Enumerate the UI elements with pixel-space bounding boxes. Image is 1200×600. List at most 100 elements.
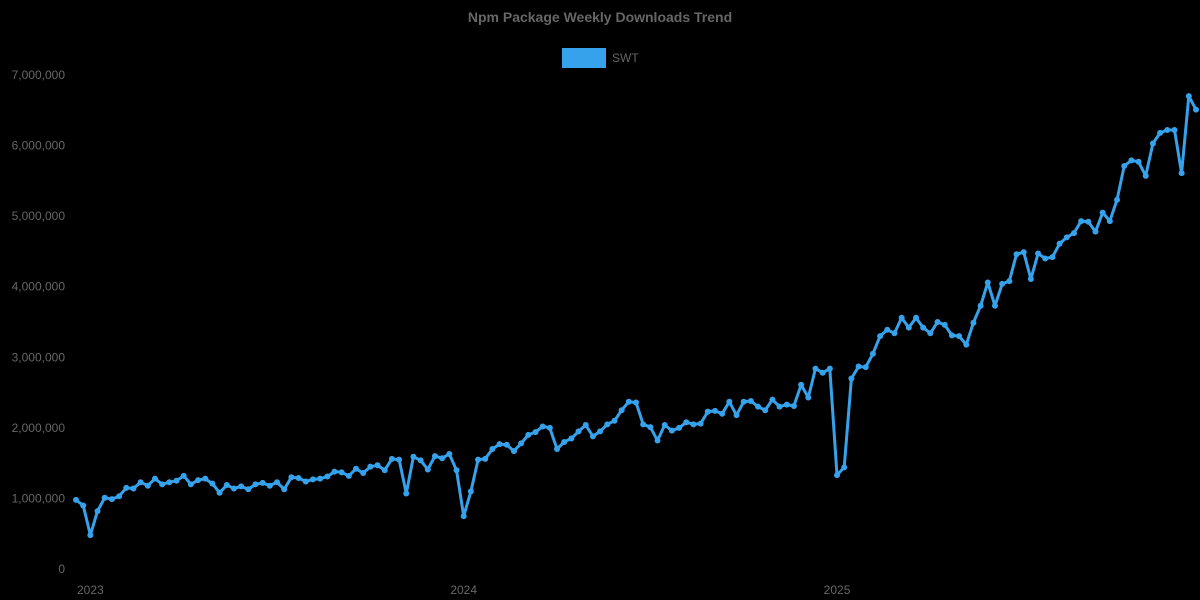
data-point[interactable] [94, 508, 101, 515]
legend-swatch-swt[interactable] [562, 48, 606, 68]
data-point[interactable] [1042, 255, 1049, 262]
data-point[interactable] [259, 479, 266, 486]
data-point[interactable] [1157, 129, 1164, 136]
data-point[interactable] [554, 446, 561, 453]
data-point[interactable] [618, 407, 625, 414]
data-point[interactable] [869, 350, 876, 357]
data-point[interactable] [223, 482, 230, 489]
data-point[interactable] [460, 513, 467, 520]
data-point[interactable] [834, 472, 841, 479]
data-point[interactable] [898, 314, 905, 321]
data-point[interactable] [116, 493, 123, 500]
data-point[interactable] [317, 475, 324, 482]
data-point[interactable] [956, 333, 963, 340]
data-point[interactable] [719, 410, 726, 417]
data-point[interactable] [1020, 249, 1027, 256]
data-point[interactable] [999, 280, 1006, 287]
data-point[interactable] [984, 279, 991, 286]
data-point[interactable] [295, 474, 302, 481]
data-point[interactable] [575, 428, 582, 435]
data-point[interactable] [209, 480, 216, 487]
data-point[interactable] [1178, 170, 1185, 177]
data-point[interactable] [159, 481, 166, 488]
data-point[interactable] [920, 324, 927, 331]
data-point[interactable] [489, 446, 496, 453]
data-point[interactable] [704, 408, 711, 415]
data-point[interactable] [1085, 218, 1092, 225]
data-point[interactable] [826, 365, 833, 372]
data-point[interactable] [963, 341, 970, 348]
data-point[interactable] [690, 421, 697, 428]
data-point[interactable] [683, 419, 690, 426]
data-point[interactable] [424, 466, 431, 473]
data-point[interactable] [1056, 240, 1063, 247]
data-point[interactable] [769, 396, 776, 403]
data-point[interactable] [762, 407, 769, 414]
data-point[interactable] [970, 319, 977, 326]
data-point[interactable] [431, 453, 438, 460]
data-point[interactable] [798, 381, 805, 388]
data-point[interactable] [180, 472, 187, 479]
data-point[interactable] [518, 440, 525, 447]
data-point[interactable] [790, 402, 797, 409]
data-point[interactable] [740, 398, 747, 405]
data-point[interactable] [166, 479, 173, 486]
data-point[interactable] [913, 314, 919, 321]
data-point[interactable] [546, 424, 553, 431]
data-point[interactable] [905, 324, 912, 331]
data-point[interactable] [1070, 230, 1077, 237]
data-point[interactable] [647, 424, 654, 431]
data-point[interactable] [1171, 127, 1178, 134]
data-point[interactable] [1049, 254, 1056, 261]
data-point[interactable] [525, 431, 532, 438]
data-point[interactable] [711, 407, 718, 414]
data-point[interactable] [144, 482, 151, 489]
data-point[interactable] [805, 394, 812, 401]
data-point[interactable] [195, 477, 202, 484]
data-point[interactable] [1006, 278, 1013, 285]
data-point[interactable] [1035, 250, 1042, 257]
data-point[interactable] [589, 433, 596, 440]
data-point[interactable] [1106, 218, 1113, 225]
data-point[interactable] [331, 468, 338, 475]
data-point[interactable] [453, 467, 460, 474]
data-point[interactable] [934, 319, 941, 325]
data-point[interactable] [1142, 172, 1149, 179]
data-point[interactable] [151, 475, 158, 482]
data-point[interactable] [353, 465, 359, 472]
data-point[interactable] [73, 496, 79, 503]
data-point[interactable] [625, 398, 632, 405]
data-point[interactable] [252, 481, 259, 488]
data-point[interactable] [439, 455, 446, 462]
data-point[interactable] [266, 482, 273, 489]
data-point[interactable] [187, 481, 194, 488]
data-point[interactable] [374, 462, 381, 469]
data-point[interactable] [1027, 275, 1034, 282]
data-point[interactable] [561, 438, 568, 445]
data-point[interactable] [367, 463, 374, 470]
data-point[interactable] [568, 435, 575, 442]
data-point[interactable] [216, 489, 223, 496]
data-point[interactable] [388, 455, 395, 462]
data-point[interactable] [403, 490, 410, 497]
data-point[interactable] [1149, 140, 1156, 147]
data-point[interactable] [1128, 157, 1135, 164]
data-point[interactable] [783, 401, 790, 408]
data-point[interactable] [1092, 228, 1099, 235]
data-point[interactable] [123, 484, 130, 491]
data-point[interactable] [1013, 251, 1020, 258]
data-point[interactable] [101, 494, 108, 501]
data-point[interactable] [396, 456, 403, 463]
data-point[interactable] [381, 467, 388, 474]
data-point[interactable] [747, 398, 754, 405]
data-point[interactable] [446, 450, 453, 457]
data-point[interactable] [245, 486, 252, 493]
data-point[interactable] [726, 398, 733, 405]
data-point[interactable] [977, 302, 984, 309]
data-point[interactable] [755, 403, 762, 410]
data-point[interactable] [891, 330, 898, 337]
data-point[interactable] [467, 488, 474, 495]
data-point[interactable] [640, 421, 647, 428]
data-point[interactable] [274, 479, 281, 486]
data-point[interactable] [884, 326, 891, 333]
